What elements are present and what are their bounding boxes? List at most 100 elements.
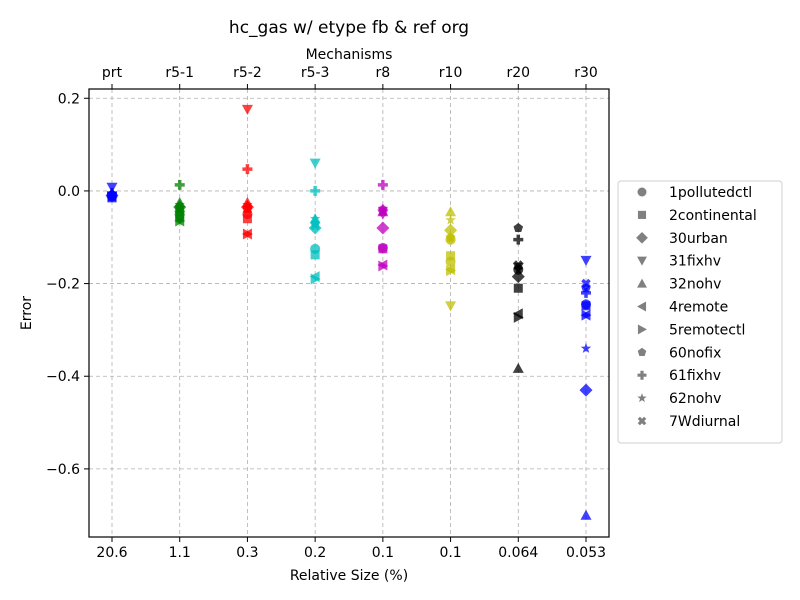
legend-label: 2continental	[669, 208, 757, 224]
legend: 1pollutedctl 2continental 30urban 31fixhv 32…	[617, 180, 783, 444]
data-point-62nohv	[309, 213, 321, 224]
top-tick-label: r20	[506, 65, 530, 81]
data-point-31fixhv	[106, 182, 118, 193]
legend-marker-5remotectl	[637, 324, 647, 335]
data-point-62nohv	[106, 187, 118, 198]
x-tick-label: 0.064	[498, 545, 538, 561]
x-tick-label: 0.1	[439, 545, 461, 561]
data-point-7Wdiurnal	[378, 206, 388, 217]
data-point-31fixhv	[309, 158, 321, 169]
data-point-5remotectl	[378, 260, 389, 272]
data-point-61fixhv	[581, 287, 591, 298]
legend-label: 61fixhv	[669, 368, 721, 384]
data-point-7Wdiurnal	[310, 220, 320, 231]
x-tick-label: 0.2	[304, 545, 326, 561]
top-tick-label: r5-1	[165, 65, 194, 81]
legend-marker-4remote	[637, 301, 647, 312]
legend-label: 5remotectl	[669, 322, 745, 338]
x-tick-label: 0.1	[372, 545, 394, 561]
top-tick-label: prt	[102, 65, 123, 81]
legend-marker-7Wdiurnal	[637, 416, 647, 426]
y-tick-label: −0.2	[46, 277, 80, 293]
data-point-5remotectl	[175, 215, 186, 227]
data-point-62nohv	[580, 342, 592, 353]
data-point-61fixhv	[377, 179, 388, 190]
data-point-2continental	[310, 250, 320, 260]
plot-frame	[88, 88, 610, 538]
data-point-2continental	[378, 244, 388, 254]
legend-label: 1pollutedctl	[669, 185, 752, 201]
legend-marker-60nofix	[637, 347, 647, 356]
x-axis-label: Relative Size (%)	[290, 568, 408, 584]
data-point-5remotectl	[581, 309, 592, 321]
data-point-32nohv	[512, 362, 524, 373]
legend-marker-32nohv	[637, 278, 647, 288]
data-point-2continental	[242, 214, 252, 224]
top-tick-label: r8	[376, 65, 391, 81]
legend-marker-1pollutedctl	[637, 187, 647, 197]
data-point-61fixhv	[310, 185, 321, 196]
grid	[89, 89, 609, 537]
data-point-61fixhv	[513, 234, 524, 245]
chart-title: hc_gas w/ etype fb & ref org	[229, 18, 469, 38]
data-point-31fixhv	[241, 104, 253, 115]
data-points	[105, 104, 593, 520]
data-point-7Wdiurnal	[513, 260, 524, 270]
top-tick-label: r30	[574, 65, 598, 81]
data-point-2continental	[446, 251, 456, 261]
legend-label: 60nofix	[669, 345, 721, 361]
data-point-30urban	[579, 383, 593, 397]
data-point-62nohv	[242, 199, 253, 210]
legend-label: 7Wdiurnal	[669, 414, 740, 430]
y-axis-label: Error	[19, 296, 35, 330]
legend-label: 31fixhv	[669, 254, 721, 270]
data-point-31fixhv	[445, 301, 457, 312]
x-tick-label: 0.053	[566, 545, 606, 561]
data-point-5remotectl	[242, 228, 253, 240]
legend-marker-62nohv	[637, 393, 647, 403]
data-point-30urban	[444, 223, 458, 237]
data-point-5remotectl	[446, 265, 457, 277]
x-tick-label: 0.3	[236, 545, 258, 561]
data-point-30urban	[376, 221, 390, 235]
data-point-61fixhv	[174, 179, 185, 190]
legend-label: 32nohv	[669, 277, 721, 293]
data-point-62nohv	[377, 203, 389, 213]
legend-marker-30urban	[636, 231, 648, 244]
y-tick-label: 0.0	[58, 184, 80, 200]
data-point-7Wdiurnal	[445, 234, 456, 245]
legend-label: 62nohv	[669, 391, 721, 407]
legend-marker-2continental	[637, 210, 647, 219]
top-tick-label: r5-2	[233, 65, 262, 81]
data-point-7Wdiurnal	[107, 190, 117, 201]
y-tick-label: −0.6	[46, 462, 80, 478]
axis-ticks: 20.6 prt 1.1 r5-1 0.3 r5-2 0.2 r5-3 0.1 r8 0.1 r10 0…	[46, 65, 606, 561]
data-point-62nohv	[174, 199, 185, 210]
legend-label: 4remote	[669, 300, 728, 316]
data-point-32nohv	[580, 509, 592, 520]
top-axis-label: Mechanisms	[306, 47, 393, 63]
data-point-60nofix	[513, 222, 524, 233]
legend-box	[617, 180, 783, 444]
y-tick-label: −0.4	[46, 369, 80, 385]
data-point-62nohv	[445, 214, 456, 225]
legend-label: 30urban	[669, 231, 728, 247]
data-point-62nohv	[513, 264, 524, 275]
data-point-31fixhv	[580, 255, 592, 266]
x-tick-label: 20.6	[96, 545, 127, 561]
y-tick-label: 0.2	[58, 91, 80, 107]
legend-marker-61fixhv	[637, 370, 647, 380]
top-tick-label: r5-3	[301, 65, 330, 81]
data-point-30urban	[511, 270, 525, 284]
data-point-7Wdiurnal	[242, 204, 253, 215]
top-tick-label: r10	[439, 65, 463, 81]
data-point-5remotectl	[310, 273, 321, 285]
data-point-7Wdiurnal	[581, 278, 591, 289]
data-point-5remotectl	[513, 311, 524, 323]
data-point-2continental	[513, 283, 523, 293]
data-point-2continental	[581, 301, 591, 311]
x-tick-label: 1.1	[169, 545, 191, 561]
data-point-32nohv	[445, 206, 457, 217]
data-point-7Wdiurnal	[174, 204, 185, 215]
